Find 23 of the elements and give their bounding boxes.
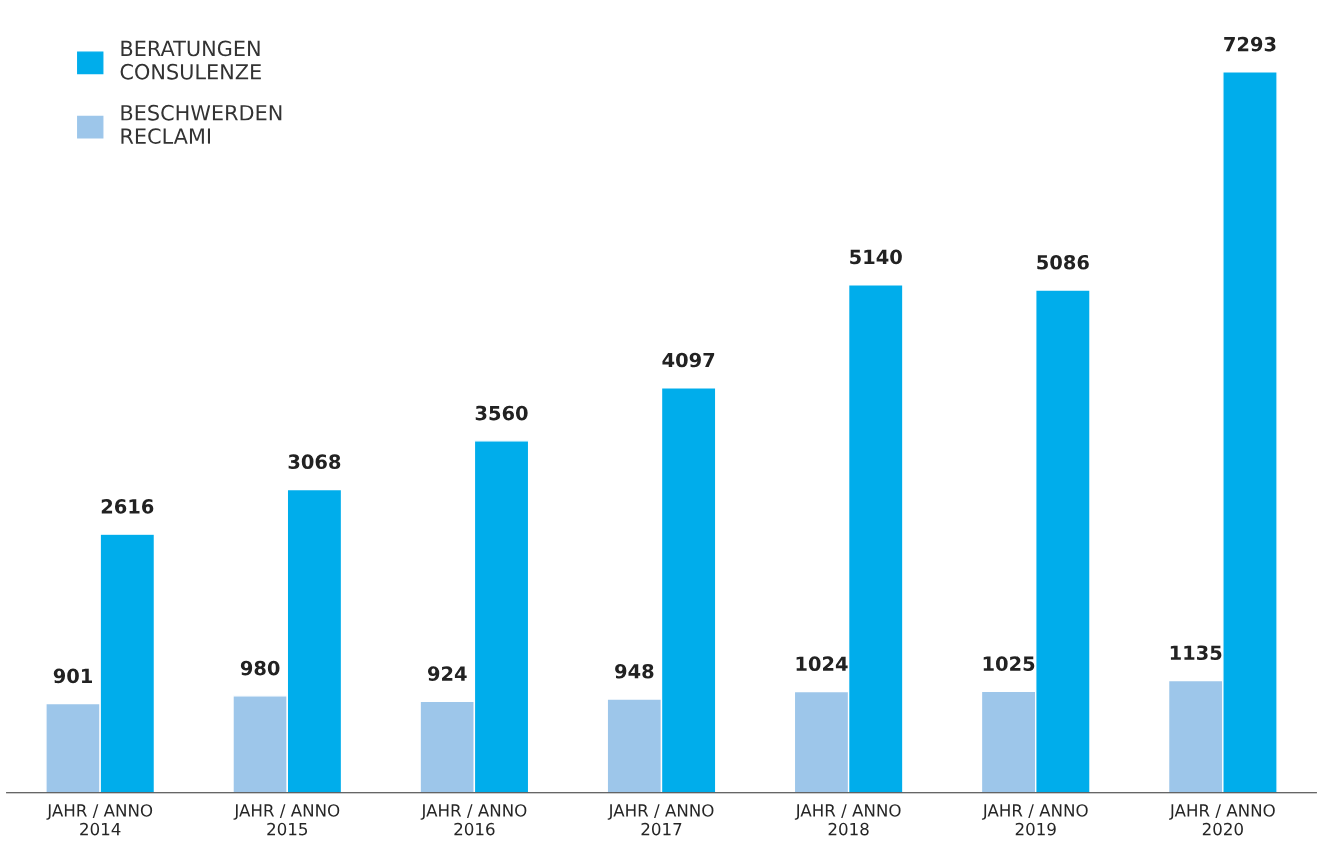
legend-label: BERATUNGEN CONSULENZE <box>120 40 261 80</box>
data-label: 3068 <box>288 454 341 470</box>
data-label: 5086 <box>1037 254 1089 270</box>
data-label: 901 <box>53 668 92 684</box>
x-tick-label: JAHR / ANNO 2015 <box>233 804 340 836</box>
x-tick-label: JAHR / ANNO 2020 <box>1169 804 1275 836</box>
data-label: 5140 <box>850 249 902 265</box>
data-label: 1135 <box>1170 645 1222 661</box>
data-label: 980 <box>240 660 280 676</box>
x-tick-label: JAHR / ANNO 2014 <box>46 804 153 836</box>
x-tick-label: JAHR / ANNO 2017 <box>607 804 714 836</box>
data-label: 7293 <box>1224 36 1276 52</box>
data-label: 3560 <box>475 405 528 421</box>
data-label: 948 <box>615 663 654 679</box>
data-label: 1024 <box>796 656 848 672</box>
x-tick-label: JAHR / ANNO 2016 <box>420 804 527 836</box>
data-label: 1025 <box>983 656 1035 671</box>
x-tick-label: JAHR / ANNO 2018 <box>794 804 901 836</box>
data-label: 4097 <box>662 352 715 368</box>
legend-label: BESCHWERDEN RECLAMI <box>121 104 282 144</box>
data-label: 924 <box>427 666 467 681</box>
data-label: 2616 <box>101 499 154 514</box>
x-tick-label: JAHR / ANNO 2019 <box>981 804 1088 836</box>
